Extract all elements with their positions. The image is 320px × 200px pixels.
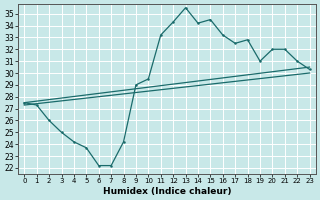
X-axis label: Humidex (Indice chaleur): Humidex (Indice chaleur) (103, 187, 231, 196)
